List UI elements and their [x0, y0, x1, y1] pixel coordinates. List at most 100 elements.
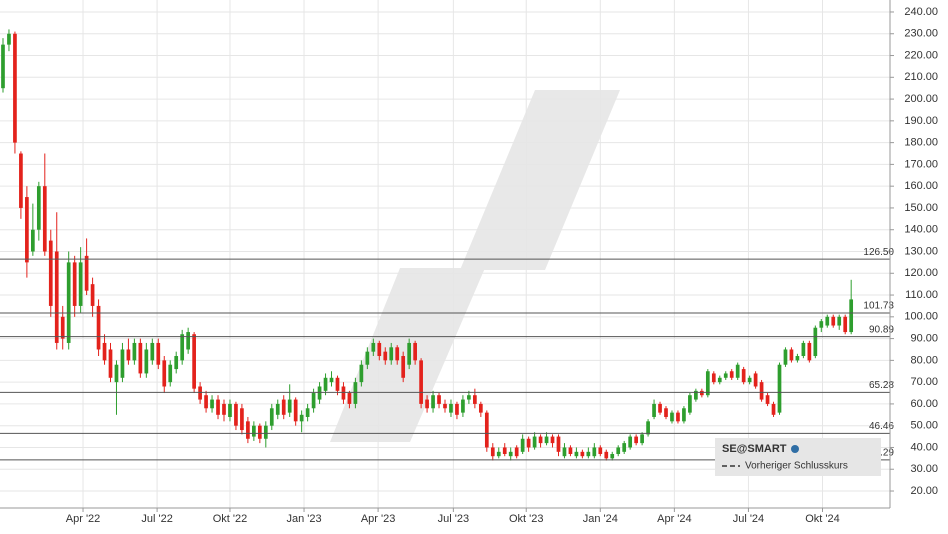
candle-body	[162, 360, 167, 387]
candle-body	[544, 436, 549, 444]
candle-body	[317, 386, 322, 400]
candle-body	[359, 364, 364, 383]
candle-body	[287, 399, 292, 413]
candle-body	[640, 434, 644, 444]
candle-body	[837, 316, 842, 326]
y-tick-label: 90.00	[910, 333, 938, 345]
candle-body	[383, 351, 388, 361]
candle-body	[586, 451, 591, 457]
candle-body	[490, 447, 495, 457]
candle-body	[120, 349, 125, 378]
candle-body	[31, 229, 35, 252]
candle-body	[819, 321, 824, 328]
candle-body	[419, 360, 423, 404]
candle-body	[293, 399, 298, 422]
level-label: 46.46	[869, 421, 894, 432]
candle-body	[114, 364, 119, 383]
candle-body	[562, 447, 567, 457]
y-tick-label: 180.00	[904, 137, 938, 149]
candle-body	[335, 377, 340, 391]
candle-body	[765, 395, 770, 404]
level-label: 126.50	[863, 247, 894, 258]
candle-body	[550, 436, 555, 444]
x-tick-label: Okt '22	[213, 513, 248, 525]
candle-body	[198, 386, 202, 400]
candle-body	[48, 240, 53, 306]
level-label: 90.89	[869, 324, 894, 335]
candle-body	[126, 349, 131, 361]
x-tick-label: Jul '22	[141, 513, 172, 525]
candle-body	[216, 399, 220, 415]
candle-body	[467, 395, 471, 400]
candle-body	[478, 403, 483, 413]
candle-body	[843, 316, 848, 333]
candle-body	[186, 332, 191, 350]
candle-body	[568, 447, 573, 454]
candle-body	[652, 403, 656, 417]
candle-body	[84, 255, 89, 291]
candle-body	[741, 369, 746, 383]
candle-body	[42, 186, 47, 252]
candle-body	[795, 356, 800, 361]
candle-body	[210, 399, 214, 409]
candle-body	[801, 342, 806, 357]
candle-body	[90, 284, 95, 306]
candle-body	[305, 408, 310, 417]
candle-body	[78, 262, 83, 306]
candle-body	[670, 412, 674, 422]
candle-body	[777, 364, 782, 413]
candle-body	[138, 342, 143, 374]
candle-body	[437, 395, 441, 404]
candle-body	[682, 408, 686, 422]
y-tick-label: 50.00	[910, 420, 938, 432]
candle-body	[771, 403, 776, 415]
candle-body	[192, 334, 196, 389]
candle-body	[699, 390, 704, 396]
candle-body	[132, 342, 137, 361]
candle-body	[263, 425, 268, 439]
y-tick-label: 200.00	[904, 93, 938, 105]
candle-body	[634, 436, 638, 444]
y-tick-label: 220.00	[904, 49, 938, 61]
candle-body	[443, 403, 447, 409]
candle-body	[96, 305, 101, 350]
candle-body	[66, 262, 71, 343]
candle-body	[204, 395, 208, 409]
candle-body	[19, 153, 23, 208]
x-tick-label: Jul '24	[733, 513, 764, 525]
candle-body	[849, 299, 854, 333]
x-tick-label: Okt '23	[509, 513, 544, 525]
level-label: 65.28	[869, 380, 894, 391]
candle-body	[311, 393, 316, 409]
legend-name: SE@SMART	[722, 443, 787, 455]
y-tick-label: 120.00	[904, 267, 938, 279]
candle-body	[60, 316, 65, 339]
y-tick-label: 160.00	[904, 180, 938, 192]
candle-body	[228, 403, 232, 417]
candle-body	[473, 395, 477, 404]
legend-box	[715, 438, 881, 476]
y-tick-label: 40.00	[910, 441, 938, 453]
x-tick-label: Okt '24	[805, 513, 840, 525]
y-tick-label: 240.00	[904, 6, 938, 18]
y-tick-label: 60.00	[910, 398, 938, 410]
candle-body	[156, 342, 161, 365]
candle-body	[257, 425, 262, 439]
candle-body	[735, 364, 740, 378]
candle-body	[455, 403, 459, 415]
x-tick-label: Jan '23	[286, 513, 321, 525]
y-tick-label: 190.00	[904, 115, 938, 127]
candle-body	[240, 408, 244, 431]
candle-body	[102, 342, 107, 361]
candle-body	[664, 408, 668, 417]
y-tick-label: 30.00	[910, 463, 938, 475]
y-tick-label: 230.00	[904, 28, 938, 40]
candle-body	[610, 453, 615, 459]
candle-body	[347, 393, 352, 404]
y-tick-label: 170.00	[904, 158, 938, 170]
candle-body	[353, 382, 358, 404]
candle-body	[580, 451, 585, 457]
candle-body	[234, 403, 238, 426]
candle-body	[538, 436, 543, 444]
